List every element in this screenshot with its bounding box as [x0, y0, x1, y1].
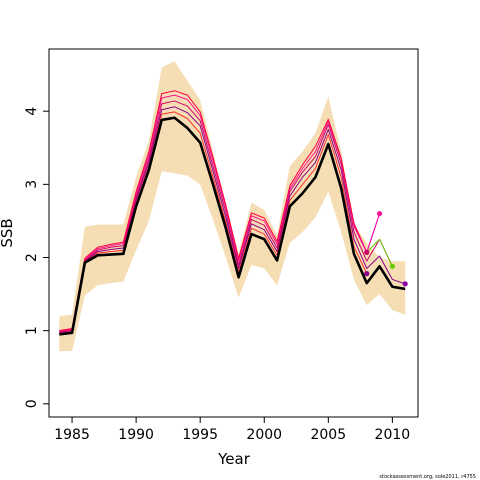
- x-tick-label-1990: 1990: [118, 427, 154, 443]
- y-tick-label-3: 3: [24, 180, 40, 189]
- plot-frame: [48, 48, 419, 418]
- retrospective-line-2008: [59, 90, 368, 332]
- x-axis-title: Year: [217, 450, 251, 468]
- endpoint-marker-2009: [376, 211, 383, 217]
- y-tick-label-4: 4: [24, 107, 40, 116]
- retrospective-line-green-tail: [366, 238, 393, 267]
- endpoint-markers-layer: [364, 211, 408, 287]
- y-tick-label-0: 0: [24, 399, 40, 408]
- x-tick-label-1985: 1985: [54, 427, 90, 443]
- y-tick-label-2: 2: [24, 253, 40, 262]
- confidence-band: [59, 61, 406, 352]
- series-layer: [59, 90, 406, 336]
- x-axis: 1985 1990 1995 2000 2005 2010: [54, 417, 410, 443]
- x-tick-label-2010: 2010: [375, 427, 411, 443]
- y-axis-title: SSB: [0, 218, 16, 247]
- retrospective-line-2010: [59, 100, 393, 333]
- ssb-estimate-line: [59, 116, 406, 336]
- endpoint-marker-2010: [389, 263, 395, 269]
- endpoint-marker-2008: [364, 271, 370, 277]
- y-tick-label-1: 1: [24, 326, 40, 335]
- retrospective-line-2011: [59, 106, 406, 334]
- confidence-band-layer: [59, 61, 406, 352]
- endpoint-marker-2008: [364, 249, 370, 255]
- x-tick-label-2000: 2000: [246, 427, 282, 443]
- x-tick-label-1995: 1995: [182, 427, 218, 443]
- y-axis: 0 1 2 3 4: [24, 107, 49, 408]
- retrospective-line-2009: [59, 94, 381, 332]
- endpoint-marker-2011: [402, 281, 408, 287]
- retrospective-line-2008: [59, 111, 368, 335]
- x-tick-label-2005: 2005: [310, 427, 346, 443]
- credit-text: stockassessment.org, sole2011, r4755: [379, 474, 476, 480]
